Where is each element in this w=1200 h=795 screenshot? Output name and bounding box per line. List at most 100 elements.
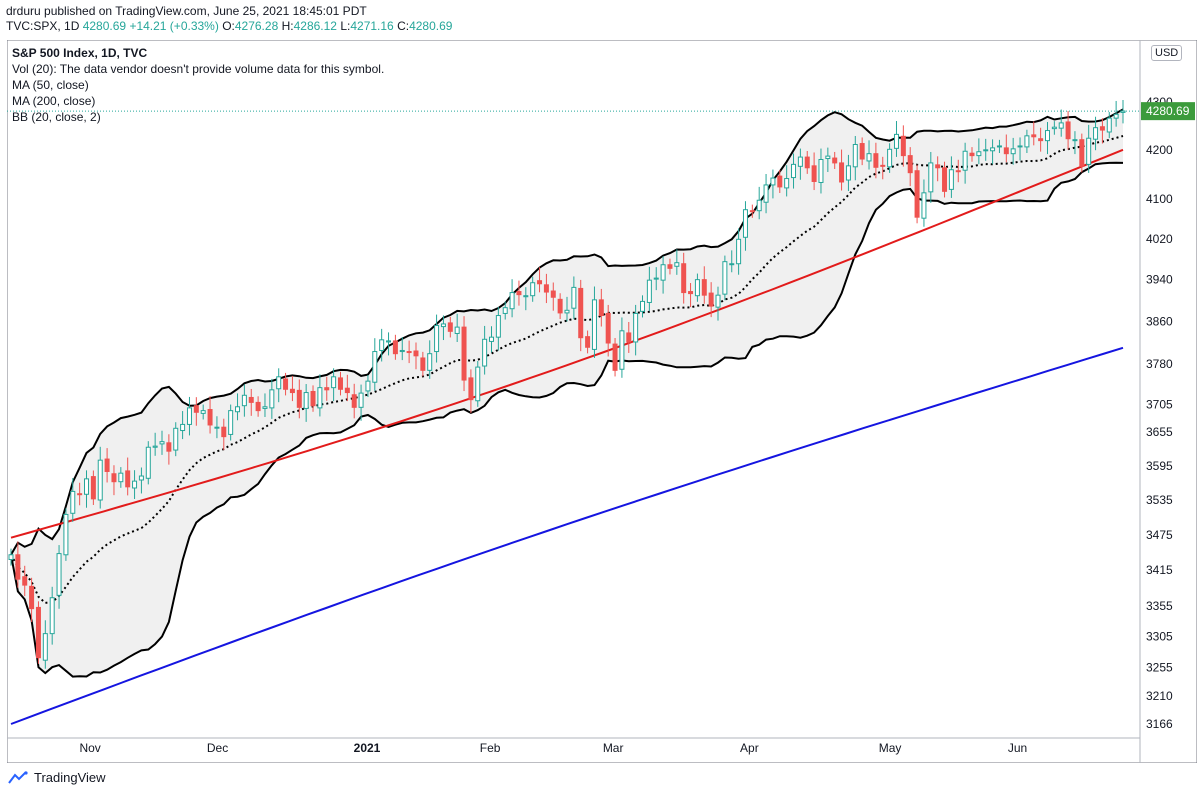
candle[interactable] bbox=[138, 467, 144, 494]
candle[interactable] bbox=[15, 541, 21, 588]
candle[interactable] bbox=[749, 204, 755, 218]
candle[interactable] bbox=[70, 478, 76, 522]
candle[interactable] bbox=[186, 396, 192, 436]
candle[interactable] bbox=[537, 267, 543, 293]
candle[interactable] bbox=[296, 379, 302, 419]
candle[interactable] bbox=[839, 149, 845, 191]
candle[interactable] bbox=[200, 404, 206, 420]
candle[interactable] bbox=[976, 138, 982, 165]
candle[interactable] bbox=[578, 279, 584, 352]
candle[interactable] bbox=[399, 337, 405, 361]
candle[interactable] bbox=[413, 342, 419, 370]
candle[interactable] bbox=[825, 147, 831, 172]
candle[interactable] bbox=[344, 374, 350, 402]
candle[interactable] bbox=[180, 411, 186, 440]
candle[interactable] bbox=[372, 338, 378, 391]
candle[interactable] bbox=[742, 201, 748, 251]
candle[interactable] bbox=[235, 393, 241, 421]
candle[interactable] bbox=[667, 258, 673, 275]
candle[interactable] bbox=[694, 273, 700, 302]
candle[interactable] bbox=[701, 266, 707, 304]
candle[interactable] bbox=[269, 378, 275, 419]
candle[interactable] bbox=[866, 140, 872, 170]
candle[interactable] bbox=[468, 369, 474, 414]
candle[interactable] bbox=[921, 179, 927, 227]
candle[interactable] bbox=[852, 135, 858, 181]
candle[interactable] bbox=[777, 170, 783, 194]
candle[interactable] bbox=[379, 328, 385, 362]
candle[interactable] bbox=[674, 249, 680, 275]
candle[interactable] bbox=[221, 418, 227, 451]
candle[interactable] bbox=[1079, 133, 1085, 173]
candle[interactable] bbox=[406, 340, 412, 364]
candle[interactable] bbox=[832, 151, 838, 170]
candle[interactable] bbox=[1044, 122, 1050, 155]
candle[interactable] bbox=[1038, 127, 1044, 152]
candle[interactable] bbox=[1113, 100, 1119, 127]
candle[interactable] bbox=[811, 152, 817, 191]
candle[interactable] bbox=[907, 147, 913, 187]
candle[interactable] bbox=[447, 316, 453, 338]
candle[interactable] bbox=[942, 161, 948, 198]
candle[interactable] bbox=[1031, 121, 1037, 146]
candle[interactable] bbox=[770, 169, 776, 199]
candle[interactable] bbox=[893, 121, 899, 157]
candle[interactable] bbox=[681, 252, 687, 304]
candle[interactable] bbox=[564, 296, 570, 322]
candle[interactable] bbox=[420, 351, 426, 377]
candle[interactable] bbox=[646, 266, 652, 312]
candle[interactable] bbox=[22, 565, 28, 597]
candle[interactable] bbox=[193, 397, 199, 426]
candle[interactable] bbox=[317, 374, 323, 417]
candle[interactable] bbox=[935, 156, 941, 182]
candle[interactable] bbox=[461, 316, 467, 392]
candle[interactable] bbox=[756, 186, 762, 220]
candle[interactable] bbox=[241, 384, 247, 417]
candle[interactable] bbox=[152, 432, 158, 456]
candle[interactable] bbox=[482, 325, 488, 375]
candle[interactable] bbox=[77, 482, 83, 506]
candle[interactable] bbox=[502, 301, 508, 320]
candle[interactable] bbox=[1065, 111, 1071, 150]
candle[interactable] bbox=[887, 143, 893, 173]
candle[interactable] bbox=[331, 368, 337, 402]
candle[interactable] bbox=[1024, 129, 1030, 154]
candle[interactable] bbox=[797, 148, 803, 180]
candle[interactable] bbox=[434, 314, 440, 363]
candle[interactable] bbox=[708, 282, 714, 318]
candle[interactable] bbox=[276, 368, 282, 403]
candle[interactable] bbox=[324, 376, 330, 401]
candle[interactable] bbox=[653, 267, 659, 291]
candle[interactable] bbox=[763, 173, 769, 214]
candle[interactable] bbox=[523, 287, 529, 311]
candle[interactable] bbox=[550, 282, 556, 311]
candle[interactable] bbox=[543, 273, 549, 304]
candle[interactable] bbox=[845, 154, 851, 192]
candle[interactable] bbox=[948, 156, 954, 198]
candle[interactable] bbox=[159, 430, 165, 455]
candle[interactable] bbox=[914, 164, 920, 224]
candle[interactable] bbox=[1051, 121, 1057, 135]
candle[interactable] bbox=[35, 601, 41, 664]
candle[interactable] bbox=[955, 159, 961, 183]
candle[interactable] bbox=[29, 577, 35, 623]
candle[interactable] bbox=[983, 138, 989, 161]
candle[interactable] bbox=[612, 337, 618, 377]
candle[interactable] bbox=[173, 422, 179, 457]
candle[interactable] bbox=[990, 139, 996, 165]
candle[interactable] bbox=[962, 142, 968, 184]
candle[interactable] bbox=[969, 147, 975, 162]
candle[interactable] bbox=[873, 142, 879, 179]
candle[interactable] bbox=[660, 256, 666, 294]
candle[interactable] bbox=[996, 139, 1002, 154]
candle[interactable] bbox=[104, 448, 110, 483]
candle[interactable] bbox=[97, 446, 103, 509]
candle[interactable] bbox=[145, 441, 151, 485]
candle[interactable] bbox=[557, 293, 563, 320]
candle[interactable] bbox=[248, 388, 254, 416]
candle[interactable] bbox=[1058, 109, 1064, 137]
candle[interactable] bbox=[63, 508, 69, 561]
candle[interactable] bbox=[729, 250, 735, 273]
candle[interactable] bbox=[289, 375, 295, 402]
candle[interactable] bbox=[358, 384, 364, 421]
